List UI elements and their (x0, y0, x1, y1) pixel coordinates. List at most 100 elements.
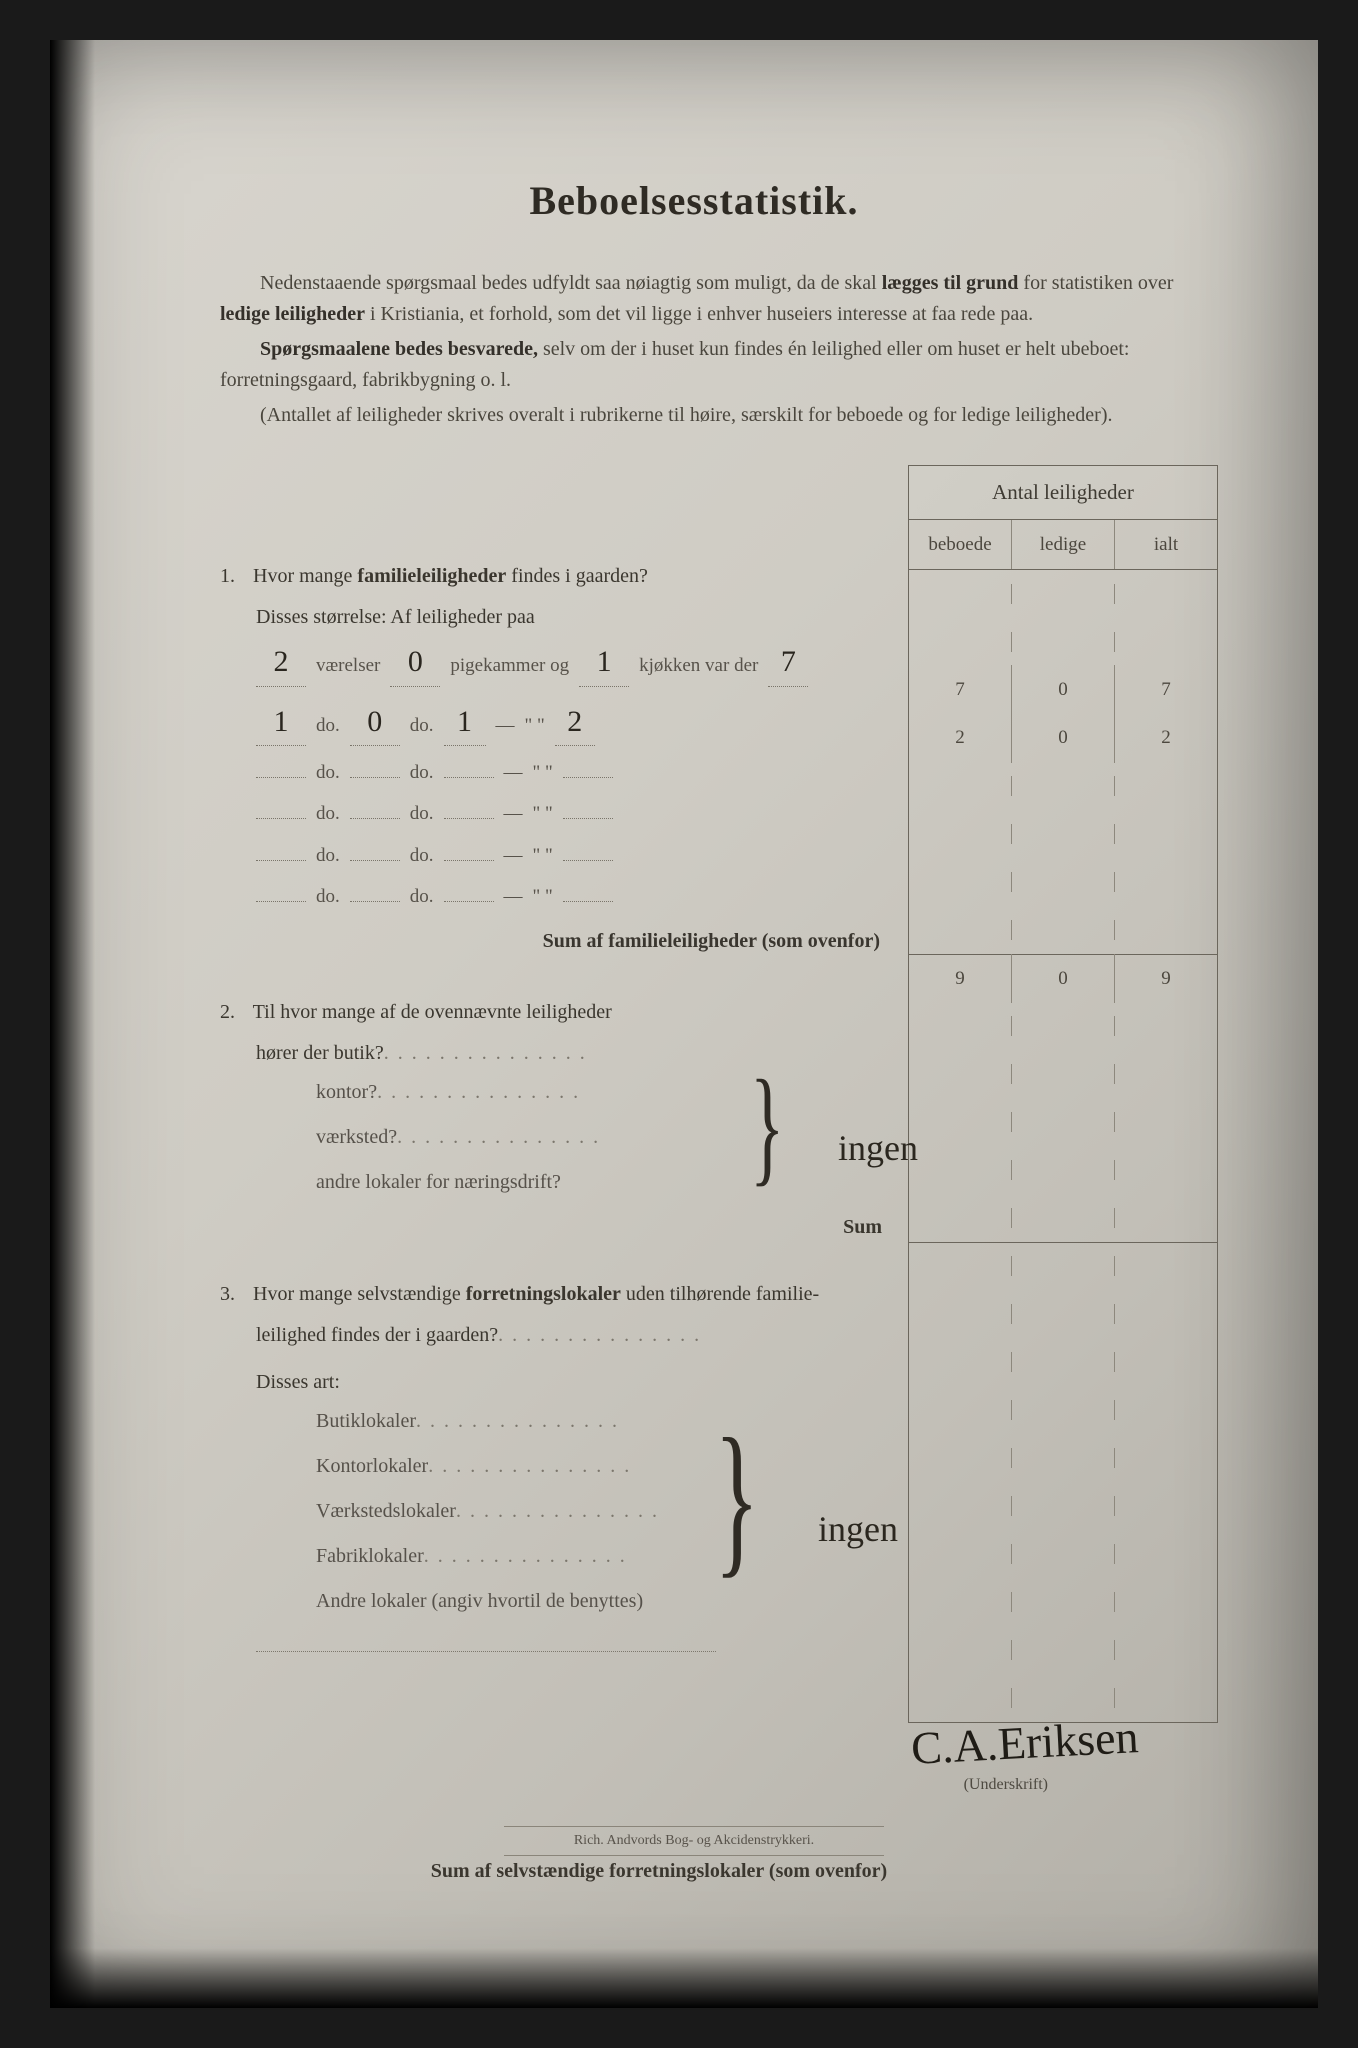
lbl-vaer: værelser (316, 651, 380, 680)
question-1: 1. Hvor mange familieleiligheder findes … (220, 465, 888, 957)
q3-blank (909, 1386, 1217, 1434)
q2-blank (909, 1194, 1217, 1242)
document-body: Beboelsesstatistik. Nedenstaaende spørgs… (160, 170, 1228, 1898)
q2-sum: Sum (220, 1212, 888, 1243)
page-title: Beboelsesstatistik. (160, 170, 1228, 232)
intro-p1c: for statistiken over (1018, 272, 1173, 294)
intro-p1e: i Kristiania, et forhold, som det vil li… (365, 303, 1033, 325)
scan-edge-left (50, 40, 95, 2008)
size-row-5: do. do. — " " (256, 841, 888, 870)
intro-p1: Nedenstaaende spørgsmaal bedes udfyldt s… (220, 268, 1208, 330)
q3-sublist: Butiklokaler Kontorlokaler Værkstedsloka… (316, 1406, 888, 1617)
r1-vaer: 2 (256, 639, 306, 687)
r2-beb: 2 (909, 713, 1011, 762)
counts-table: Antal leiligheder beboede ledige ialt 7 … (908, 465, 1218, 1723)
q3-line2: leilighed findes der i gaarden? (256, 1320, 888, 1351)
lbl-pige: pigekammer og (450, 651, 569, 680)
q3-blank (909, 1626, 1217, 1674)
data-row-1: 7 0 7 (909, 666, 1217, 714)
q3-handwritten: ingen (818, 1502, 898, 1558)
q3-art: Disses art: (256, 1367, 888, 1398)
sum-beb: 9 (909, 954, 1011, 1003)
q2-sublist: kontor? værksted? andre lokaler for næri… (316, 1077, 888, 1198)
q2-line2: hører der butik? (256, 1038, 888, 1069)
data-row-2: 2 0 2 (909, 714, 1217, 762)
th-cols: beboede ledige ialt (908, 519, 1218, 570)
sum-row: 9 0 9 (909, 954, 1217, 1002)
q3-item-butik: Butiklokaler (316, 1406, 888, 1437)
r2-pige: 0 (350, 699, 400, 747)
r2-der: 2 (555, 699, 595, 747)
intro-block: Nedenstaaende spørgsmaal bedes udfyldt s… (220, 268, 1208, 431)
q2-txt2: hører der butik? (256, 1042, 384, 1064)
q3-num: 3. (220, 1279, 248, 1310)
intro-p1d: ledige leiligheder (220, 303, 365, 325)
q1-line: 1. Hvor mange familieleiligheder findes … (220, 561, 888, 592)
r1-der: 7 (768, 639, 808, 687)
th-antal: Antal leiligheder (908, 465, 1218, 519)
sum-final-label: Sum af selvstændige forretningslokaler (… (431, 1860, 887, 1882)
size-row-4: do. do. — " " (256, 799, 888, 828)
size-row-2: 1 do. 0 do. 1 — " " 2 (256, 699, 888, 747)
q2-blank (909, 1146, 1217, 1194)
r1-ialt: 7 (1114, 665, 1217, 714)
q2-blank (909, 1050, 1217, 1098)
r1-beb: 7 (909, 665, 1011, 714)
r2-led: 0 (1011, 713, 1114, 762)
lbl-kjok: kjøkken var der (639, 651, 758, 680)
q2-item-vaerksted: værksted? (316, 1122, 888, 1153)
q2-item-kontor: kontor? (316, 1077, 888, 1108)
intro-p3: (Antallet af leiligheder skrives overalt… (220, 400, 1208, 431)
th-beboede: beboede (909, 520, 1011, 569)
q3-blank (909, 1578, 1217, 1626)
r2-ialt: 2 (1114, 713, 1217, 762)
q3-blank (909, 1338, 1217, 1386)
q2-blank (909, 1002, 1217, 1050)
th-ledige: ledige (1011, 520, 1114, 569)
data-row-4 (909, 810, 1217, 858)
r1-led: 0 (1011, 665, 1114, 714)
q3-item-kontor: Kontorlokaler (316, 1451, 888, 1482)
q3-item-vaerksted: Værkstedslokaler (316, 1496, 888, 1527)
sum-led: 0 (1011, 954, 1114, 1003)
printer-footer: Rich. Andvords Bog- og Akcidenstrykkeri. (504, 1826, 884, 1856)
blank-row (909, 570, 1217, 618)
r2-vaer: 1 (256, 699, 306, 747)
q2-blank (909, 1098, 1217, 1146)
data-row-5 (909, 858, 1217, 906)
scanned-page: Beboelsesstatistik. Nedenstaaende spørgs… (50, 40, 1318, 2008)
sum-ialt: 9 (1114, 954, 1217, 1003)
signature: C.A.Eriksen (909, 1701, 1140, 1784)
question-2: 2. Til hvor mange af de ovennævnte leili… (220, 997, 888, 1243)
q1-size: Disses størrelse: Af leiligheder paa (256, 602, 888, 633)
intro-p2a: Spørgsmaalene bedes besvarede, (260, 338, 538, 360)
size-row-6: do. do. — " " (256, 882, 888, 911)
q1-num: 1. (220, 561, 248, 592)
size-row-1: 2 værelser 0 pigekammer og 1 kjøkken var… (256, 639, 888, 687)
blank-row (909, 618, 1217, 666)
q1-sum-label: Sum af familieleiligheder (som ovenfor) (220, 926, 888, 957)
q3-blank (909, 1530, 1217, 1578)
q3-blank (909, 1482, 1217, 1530)
data-row-6 (909, 906, 1217, 954)
q2-handwritten: ingen (838, 1121, 918, 1177)
tbl-body: 7 0 7 2 0 2 9 0 (908, 570, 1218, 1723)
intro-p2: Spørgsmaalene bedes besvarede, selv om d… (220, 334, 1208, 396)
q3-blank-line (256, 1635, 888, 1666)
question-3: 3. Hvor mange selvstændige forretningslo… (220, 1279, 888, 1666)
q2-item-andre: andre lokaler for næringsdrift? (316, 1167, 888, 1198)
q2-num: 2. (220, 997, 248, 1028)
data-row-3 (909, 762, 1217, 810)
intro-p1a: Nedenstaaende spørgsmaal bedes udfyldt s… (260, 272, 882, 294)
brace-icon: } (715, 1426, 760, 1571)
q2-txt1: Til hvor mange af de ovennævnte leilighe… (253, 1001, 612, 1023)
th-ialt: ialt (1114, 520, 1217, 569)
content-area: Antal leiligheder beboede ledige ialt 7 … (170, 465, 1218, 1887)
q3-item-andre: Andre lokaler (angiv hvortil de benyttes… (316, 1586, 888, 1617)
r1-kjok: 1 (579, 639, 629, 687)
q3-blank (909, 1434, 1217, 1482)
q3-txt2: leilighed findes der i gaarden? (256, 1324, 498, 1346)
q3-line1: 3. Hvor mange selvstændige forretningslo… (220, 1279, 888, 1310)
sum-final: Sum af selvstændige forretningslokaler (… (170, 1856, 1148, 1887)
q3-blank (909, 1290, 1217, 1338)
